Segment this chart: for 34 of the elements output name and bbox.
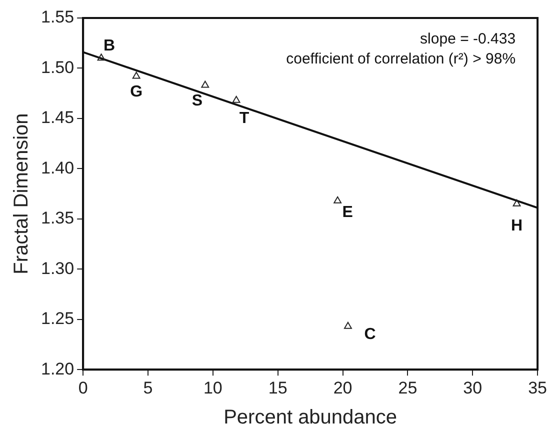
- point: [132, 72, 140, 79]
- y-tick-label: 1.35: [40, 208, 74, 228]
- y-tick-label: 1.55: [40, 8, 74, 27]
- annotation: coefficient of correlation (r²) > 98%: [286, 50, 516, 68]
- x-tick-label: 10: [203, 378, 222, 398]
- y-tick-label: 1.50: [40, 58, 74, 77]
- annotation: S: [192, 92, 203, 110]
- point: [97, 54, 106, 61]
- x-axis-title: Percent abundance: [224, 406, 398, 429]
- annotation: C: [364, 326, 376, 343]
- annotation: B: [103, 38, 116, 55]
- x-tick-label: 35: [528, 378, 548, 398]
- point: [334, 196, 342, 204]
- point: [201, 80, 210, 88]
- y-axis-title: Fractal Dimension: [10, 113, 33, 274]
- x-tick-label: 0: [78, 378, 88, 398]
- point: [232, 96, 240, 103]
- x-tick-label: 15: [268, 378, 288, 398]
- y-tick-label: 1.20: [40, 359, 74, 378]
- point: [344, 322, 352, 329]
- x-tick-label: 25: [398, 378, 418, 398]
- point: [512, 199, 521, 206]
- y-tick-label: 1.25: [40, 309, 74, 328]
- x-tick-label: 20: [333, 378, 352, 398]
- y-tick-label: 1.40: [40, 158, 74, 178]
- x-tick-label: 30: [463, 378, 482, 398]
- annotation: H: [510, 217, 523, 234]
- annotation: G: [130, 84, 143, 101]
- x-tick-label: 5: [143, 378, 153, 398]
- annotation: slope = -0.433: [420, 30, 516, 48]
- annotation: T: [239, 110, 250, 127]
- y-tick-label: 1.45: [40, 108, 74, 128]
- y-tick-label: 1.30: [40, 258, 74, 278]
- annotation: E: [342, 204, 354, 222]
